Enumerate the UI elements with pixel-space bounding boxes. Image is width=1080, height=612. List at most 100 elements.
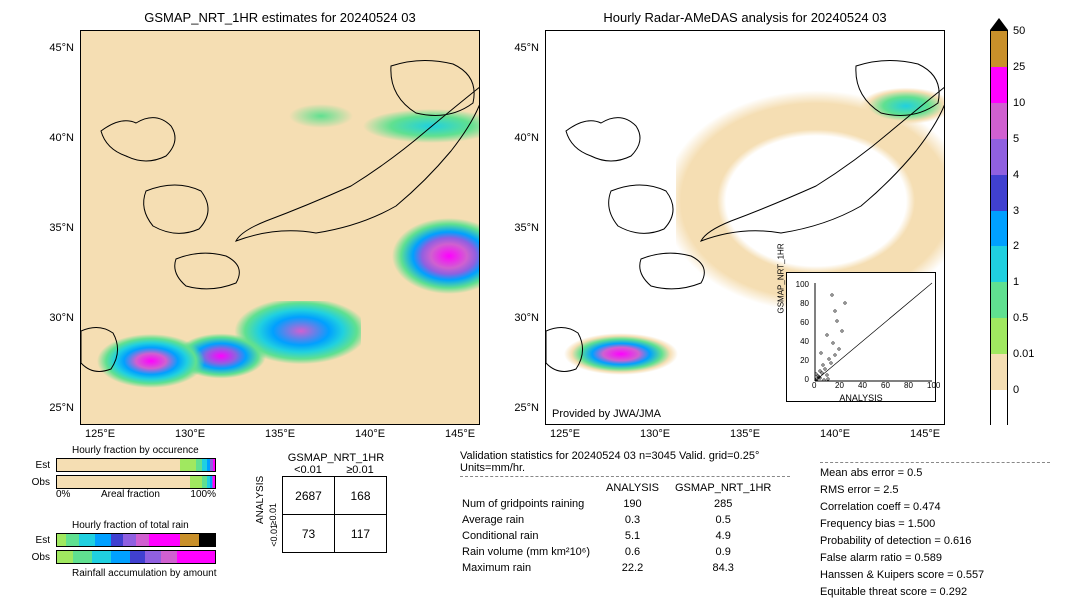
bar-seg [161, 551, 177, 563]
right-map: 020406080100 020406080100 ANALYSIS GSMAP… [545, 30, 945, 425]
map-attribution: Provided by JWA/JMA [552, 408, 661, 420]
colorbar: 502510543210.50.010 [990, 30, 1008, 425]
validation-row: Average rain0.30.5 [462, 513, 785, 527]
bar-seg [213, 459, 215, 471]
occ-axis-right: 100% [190, 489, 216, 500]
inset-ytick: 0 [805, 375, 809, 384]
inset-ytick: 20 [800, 356, 809, 365]
stat-line: RMS error = 2.5 [820, 482, 1050, 499]
tr-obs-label: Obs [28, 552, 50, 563]
stat-line: Correlation coeff = 0.474 [820, 499, 1050, 516]
colorbar-tick: 3 [1013, 205, 1019, 217]
colorbar-tick: 2 [1013, 240, 1019, 252]
axis-tick: 130°E [175, 428, 205, 440]
cont-row-header: ANALYSIS [255, 464, 266, 553]
colorbar-tick: 50 [1013, 25, 1025, 37]
colorbar-tick: 0 [1013, 384, 1019, 396]
colorbar-seg [991, 211, 1007, 247]
colorbar-seg [991, 139, 1007, 175]
inset-xtick: 0 [812, 381, 816, 390]
axis-tick: 30°N [40, 312, 74, 324]
inset-xtick: 20 [835, 381, 844, 390]
axis-tick: 140°E [355, 428, 385, 440]
inset-xtick: 100 [927, 381, 940, 390]
bar-seg [136, 534, 149, 546]
cont-col1: <0.01 [282, 464, 334, 476]
inset-ylabel: GSMAP_NRT_1HR [777, 243, 786, 313]
occ-est-bar [56, 458, 216, 472]
validation-row: Maximum rain22.284.3 [462, 561, 785, 575]
colorbar-tick: 0.5 [1013, 312, 1028, 324]
axis-tick: 30°N [505, 312, 539, 324]
colorbar-seg [991, 103, 1007, 139]
axis-tick: 145°E [445, 428, 475, 440]
tr-est-label: Est [28, 535, 50, 546]
left-map-title: GSMAP_NRT_1HR estimates for 20240524 03 [80, 10, 480, 25]
occ-axis-left: 0% [56, 489, 70, 500]
occ-axis-mid: Areal fraction [101, 489, 160, 500]
inset-xtick: 80 [904, 381, 913, 390]
bar-seg [57, 551, 73, 563]
stat-line: Equitable threat score = 0.292 [820, 584, 1050, 601]
bar-seg [57, 476, 190, 488]
inset-ytick: 60 [800, 318, 809, 327]
bar-seg [73, 551, 92, 563]
right-map-title: Hourly Radar-AMeDAS analysis for 2024052… [545, 10, 945, 25]
bar-seg [190, 476, 203, 488]
stat-line: False alarm ratio = 0.589 [820, 550, 1050, 567]
bar-seg [123, 534, 136, 546]
scatter-inset: 020406080100 020406080100 ANALYSIS GSMAP… [786, 272, 936, 402]
colorbar-seg [991, 31, 1007, 67]
axis-tick: 145°E [910, 428, 940, 440]
colorbar-seg [991, 390, 1007, 426]
colorbar-seg [991, 175, 1007, 211]
bar-seg [92, 551, 111, 563]
colorbar-arrow [990, 18, 1008, 30]
occurrence-title: Hourly fraction by occurence [72, 445, 216, 456]
inset-ytick: 80 [800, 299, 809, 308]
validation-table: ANALYSISGSMAP_NRT_1HR Num of gridpoints … [460, 479, 787, 577]
colorbar-seg [991, 318, 1007, 354]
colorbar-tick: 4 [1013, 169, 1019, 181]
colorbar-tick: 5 [1013, 133, 1019, 145]
occ-obs-label: Obs [28, 477, 50, 488]
cont-row2: <0.01 [269, 524, 279, 547]
totalrain-footer: Rainfall accumulation by amount [72, 568, 217, 579]
axis-tick: 45°N [40, 42, 74, 54]
bar-seg [145, 551, 161, 563]
inset-xlabel: ANALYSIS [787, 393, 935, 403]
bar-seg [177, 551, 215, 563]
inset-xtick: 40 [858, 381, 867, 390]
bar-seg [111, 551, 130, 563]
occ-obs-bar [56, 475, 216, 489]
bar-seg [66, 534, 79, 546]
validation-title: Validation statistics for 20240524 03 n=… [460, 450, 790, 474]
validation-row: Conditional rain5.14.9 [462, 529, 785, 543]
bar-seg [149, 534, 181, 546]
axis-tick: 125°E [550, 428, 580, 440]
bar-seg [79, 534, 95, 546]
left-map [80, 30, 480, 425]
inset-xtick: 60 [881, 381, 890, 390]
axis-tick: 40°N [40, 132, 74, 144]
axis-tick: 35°N [505, 222, 539, 234]
axis-tick: 135°E [265, 428, 295, 440]
cont-row1: ≥0.01 [268, 503, 282, 525]
axis-tick: 135°E [730, 428, 760, 440]
stat-line: Probability of detection = 0.616 [820, 533, 1050, 550]
colorbar-tick: 25 [1013, 61, 1025, 73]
colorbar-seg [991, 282, 1007, 318]
bar-seg [130, 551, 146, 563]
axis-tick: 40°N [505, 132, 539, 144]
axis-tick: 140°E [820, 428, 850, 440]
axis-tick: 25°N [40, 402, 74, 414]
contingency-table: 2687168 73117 [282, 476, 387, 553]
colorbar-tick: 1 [1013, 276, 1019, 288]
cont-col-header: GSMAP_NRT_1HR [285, 452, 387, 464]
validation-row: Num of gridpoints raining190285 [462, 497, 785, 511]
colorbar-seg [991, 67, 1007, 103]
axis-tick: 45°N [505, 42, 539, 54]
bar-seg [57, 534, 66, 546]
occ-est-label: Est [28, 460, 50, 471]
tr-est-bar [56, 533, 216, 547]
